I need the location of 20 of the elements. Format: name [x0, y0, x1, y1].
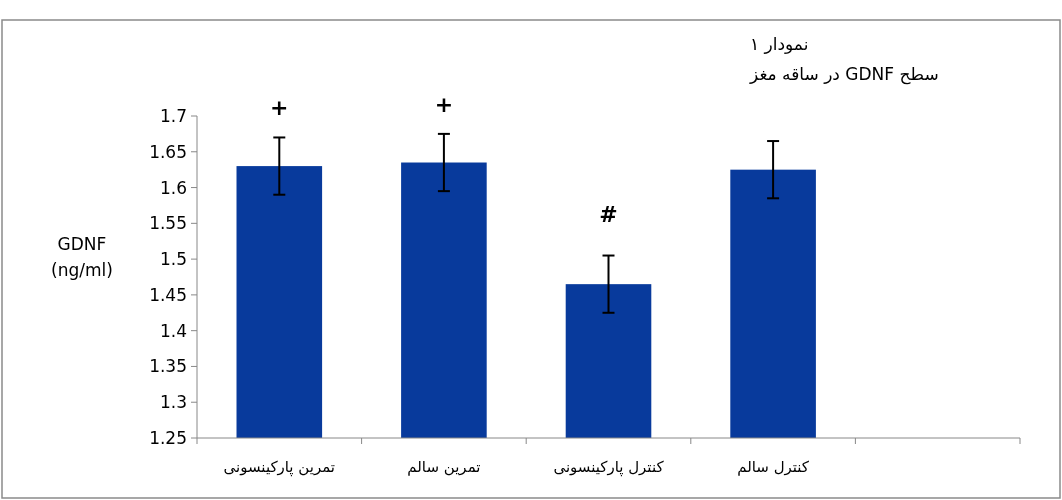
- y-tick-label: 1.35: [149, 356, 187, 377]
- y-tick-label: 1.25: [149, 427, 187, 448]
- chart-title: نمودار ١: [750, 34, 809, 54]
- x-tick-label: تمرین سالم: [407, 458, 481, 476]
- x-tick-label: کنترل سالم: [737, 458, 810, 476]
- y-tick-label: 1.5: [159, 249, 187, 270]
- y-axis-title: GDNF (ng/ml): [51, 234, 113, 280]
- annotation: #: [599, 201, 618, 227]
- y-tick-label: 1.6: [159, 177, 187, 198]
- annotation: +: [434, 91, 454, 117]
- x-tick-label: کنترل پارکینسونی: [553, 458, 665, 477]
- y-tick-label: 1.55: [149, 213, 187, 234]
- y-tick-label: 1.4: [159, 320, 187, 341]
- annotation: +: [270, 95, 289, 121]
- chart-subtitle: سطح GDNF در ساقه مغز: [749, 64, 939, 85]
- x-tick-label: تمرین پارکینسونی: [223, 458, 336, 477]
- y-tick-label: 1.3: [159, 392, 187, 413]
- y-tick-label: 1.7: [159, 105, 187, 126]
- y-tick-label: 1.45: [149, 284, 187, 305]
- y-tick-label: 1.65: [149, 141, 187, 162]
